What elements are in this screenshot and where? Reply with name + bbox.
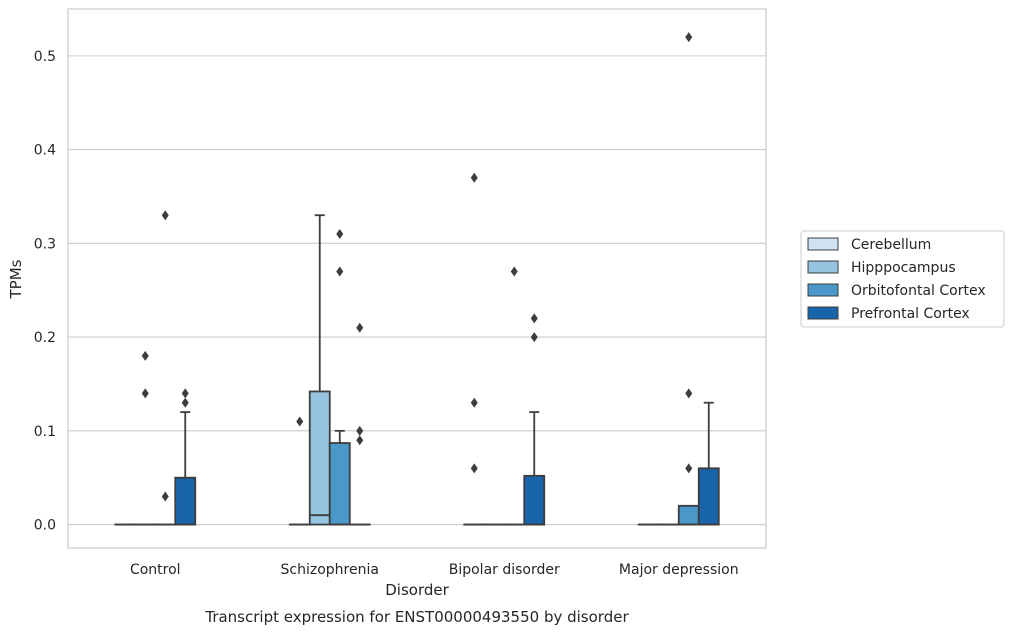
outlier-point	[141, 388, 149, 399]
legend-swatch	[807, 283, 839, 297]
box-0-3	[174, 411, 197, 526]
outlier-point	[296, 416, 304, 427]
legend-label: Cerebellum	[851, 237, 931, 253]
outlier-point	[336, 228, 344, 239]
box-body	[328, 442, 351, 526]
outlier-point	[181, 388, 189, 399]
outlier-point	[530, 313, 538, 324]
x-tick-labels: Control Schizophrenia Bipolar disorder Majo…	[130, 562, 739, 578]
x-tick-label: Bipolar disorder	[449, 562, 560, 578]
y-axis-title: TPMs	[7, 259, 25, 299]
y-tick-label: 0.5	[34, 49, 56, 65]
box-1-2	[328, 429, 351, 526]
outlier-point	[685, 463, 693, 474]
outlier-point	[685, 388, 693, 399]
x-axis-title: Disorder	[385, 581, 449, 599]
legend-swatch	[807, 306, 839, 320]
outlier-point	[356, 322, 364, 333]
legend-label: Hipppocampus	[851, 260, 956, 276]
outlier-point	[510, 266, 518, 277]
x-tick-label: Major depression	[619, 562, 739, 578]
outlier-point	[470, 463, 478, 474]
box-3-2	[677, 504, 700, 526]
y-tick-label: 0.2	[34, 330, 56, 346]
box-1-1	[308, 214, 331, 526]
legend-label: Orbitofontal Cortex	[851, 283, 986, 299]
legend-frame	[800, 230, 1005, 328]
box-body	[697, 467, 720, 526]
outlier-point	[470, 172, 478, 183]
y-tick-label: 0.4	[34, 143, 56, 159]
legend: Cerebellum Hipppocampus Orbitofontal Corte…	[800, 230, 1005, 328]
box-body	[174, 476, 197, 526]
outlier-point	[336, 266, 344, 277]
box-body	[308, 390, 331, 526]
outlier-point	[161, 210, 169, 221]
outlier-point	[141, 350, 149, 361]
y-tick-label: 0.1	[34, 424, 56, 440]
grid-lines	[68, 55, 766, 526]
box-2-3	[523, 411, 546, 526]
plot-frame	[67, 8, 767, 549]
outlier-point	[470, 397, 478, 408]
outlier-point	[356, 435, 364, 446]
legend-swatch	[807, 260, 839, 274]
outlier-point	[181, 397, 189, 408]
outlier-points	[141, 32, 693, 502]
outlier-point	[530, 332, 538, 343]
legend-swatch	[807, 237, 839, 251]
x-tick-label: Schizophrenia	[281, 562, 379, 578]
x-tick-label: Control	[130, 562, 181, 578]
outlier-point	[685, 32, 693, 43]
chart-caption: Transcript expression for ENST0000049355…	[204, 608, 629, 626]
box-body	[677, 504, 700, 526]
box-body	[523, 474, 546, 526]
box-3-3	[697, 401, 720, 526]
y-tick-label: 0.0	[34, 518, 56, 534]
y-tick-labels: 0.0 0.1 0.2 0.3 0.4 0.5	[34, 49, 56, 534]
y-tick-label: 0.3	[34, 236, 56, 252]
legend-label: Prefrontal Cortex	[851, 306, 970, 322]
box-groups	[114, 214, 720, 526]
outlier-point	[356, 425, 364, 436]
outlier-point	[161, 491, 169, 502]
